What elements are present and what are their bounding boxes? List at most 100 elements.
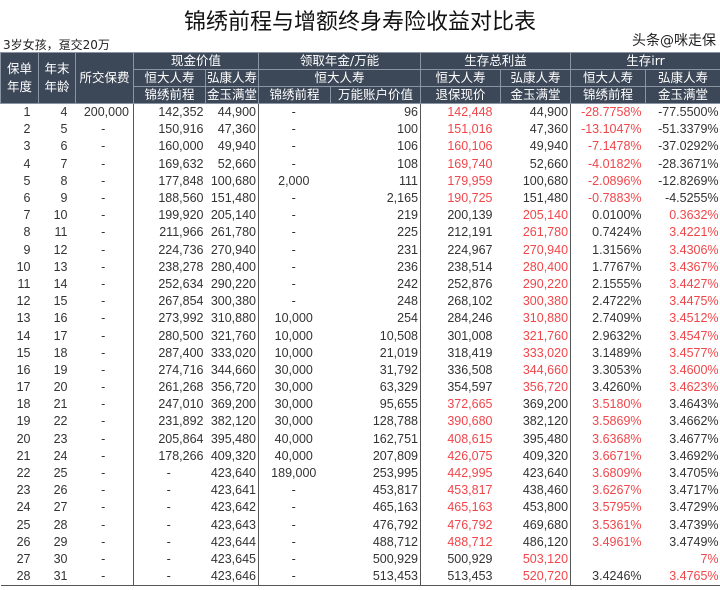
table-row: 28 31- -423,646-513,453 513,453 520,720 3.424… xyxy=(0,568,720,587)
cell-benefit-hengda: 426,075 xyxy=(420,447,501,465)
cell-annuity: 30,000 xyxy=(258,413,331,431)
cell-cash-hengda: - xyxy=(133,550,206,569)
cell-policy-year: 25 xyxy=(16,517,31,532)
cell-cash-hongkang: 356,720 xyxy=(210,380,257,395)
table-row: 25 28- -423,643-476,792 476,792 469,680 3.536… xyxy=(1,516,720,534)
cell-policy-year: 10 xyxy=(16,259,31,274)
cell-irr-hongkang: 3.4692% xyxy=(669,448,719,463)
cell-benefit-hengda: 200,139 xyxy=(420,207,501,225)
cell-irr-hongkang: 7% xyxy=(700,551,719,566)
cell-benefit-hengda: 179,959 xyxy=(420,172,501,190)
cell-wanneng-value: 476,792 xyxy=(372,517,419,532)
header-wanneng: 万能账户价值 xyxy=(330,86,422,104)
header-age: 年末年龄 xyxy=(38,52,76,104)
cell-benefit-hengda: 169,740 xyxy=(420,155,501,173)
cell-wanneng-value: 236 xyxy=(397,259,419,274)
cell-irr-hongkang: 3.4306% xyxy=(669,242,719,257)
cell-age: 16 xyxy=(53,311,68,326)
cell-age: 13 xyxy=(53,259,68,274)
cell-age: 11 xyxy=(54,225,68,240)
cell-cash-hongkang: 261,780 xyxy=(210,225,257,240)
cell-benefit-hongkang: 438,460 xyxy=(522,483,569,498)
cell-age: 30 xyxy=(53,551,68,566)
table-row: 4 7-169,632 52,660-108 169,740 52,660 -4.0182… xyxy=(1,155,720,173)
cell-policy-year: 9 xyxy=(23,242,31,257)
cell-age: 18 xyxy=(53,345,68,360)
table-row: 13 16-273,992 310,880 10,000 254 284,246 310,8… xyxy=(1,310,720,328)
cell-cash-hongkang: 100,680 xyxy=(210,173,257,188)
cell-premium: - xyxy=(101,448,106,463)
cell-annuity: 10,000 xyxy=(258,344,331,362)
cell-wanneng-value: 95,655 xyxy=(379,397,419,412)
cell-cash-hengda: 224,736 xyxy=(133,241,206,259)
cell-benefit-hongkang: 270,940 xyxy=(522,242,569,257)
header-jinxiu: 锦绣前程 xyxy=(258,86,332,104)
cell-benefit-hongkang: 486,120 xyxy=(522,534,569,549)
cell-benefit-hongkang: 369,200 xyxy=(522,397,569,412)
cell-annuity: - xyxy=(258,482,331,500)
cell-wanneng-value: 513,453 xyxy=(330,568,421,587)
cell-premium: - xyxy=(75,568,134,587)
cell-cash-hengda: 211,966 xyxy=(133,224,206,242)
cell-cash-hongkang: 151,480 xyxy=(210,191,257,206)
cell-premium: - xyxy=(101,362,106,377)
cell-policy-year: 7 xyxy=(23,208,31,223)
cell-policy-year: 6 xyxy=(23,191,31,206)
cell-irr-hongkang: 3.4623% xyxy=(669,380,719,395)
table-row: 12 15-267,854 300,380-248 268,102 300,380 2.4… xyxy=(1,293,720,311)
cell-benefit-hongkang: 409,320 xyxy=(522,448,569,463)
cell-cash-hongkang: 205,140 xyxy=(210,208,257,223)
cell-wanneng-value: 465,163 xyxy=(372,500,419,515)
cell-cash-hongkang: 49,940 xyxy=(217,139,257,154)
cell-benefit-hongkang: 321,760 xyxy=(522,328,569,343)
cell-irr-hengda xyxy=(570,550,646,569)
cell-cash-hengda: 252,634 xyxy=(133,275,206,294)
header-jinxiu: 锦绣前程 xyxy=(570,86,647,104)
cell-benefit-hongkang: 261,780 xyxy=(522,225,569,240)
cell-annuity: - xyxy=(258,241,331,259)
cell-benefit-hongkang: 453,800 xyxy=(522,500,569,515)
cell-annuity: 30,000 xyxy=(258,396,331,414)
cell-irr-hongkang: -37.0292% xyxy=(658,139,719,154)
cell-benefit-hengda: 190,725 xyxy=(420,189,501,208)
cell-irr-hongkang: 3.4547% xyxy=(669,328,719,343)
cell-annuity: - xyxy=(258,550,331,569)
cell-cash-hengda: 205,864 xyxy=(133,430,206,448)
cell-benefit-hongkang: 280,400 xyxy=(522,259,569,274)
cell-policy-year: 16 xyxy=(16,362,31,377)
cell-annuity: - xyxy=(258,568,331,587)
cell-policy-year: 28 xyxy=(0,568,39,587)
table-row: 24 27- -423,642-465,163 465,163 453,800 3.579… xyxy=(1,499,720,517)
cell-premium: - xyxy=(101,259,106,274)
cell-premium: - xyxy=(101,156,106,171)
cell-annuity: - xyxy=(258,224,331,242)
cell-irr-hengda: 3.6809% xyxy=(570,464,646,483)
cell-irr-hengda: 3.3053% xyxy=(570,361,646,379)
cell-cash-hengda: 287,400 xyxy=(133,344,206,362)
cell-benefit-hongkang: 151,480 xyxy=(522,191,569,206)
cell-policy-year: 20 xyxy=(16,431,31,446)
cell-premium: - xyxy=(101,500,106,515)
cell-policy-year: 11 xyxy=(17,276,31,291)
cell-cash-hengda: 160,000 xyxy=(133,138,206,156)
cell-irr-hongkang: -4.5255% xyxy=(665,191,719,206)
cell-benefit-hengda: 513,453 xyxy=(420,568,501,587)
header-surrender: 退保现价 xyxy=(420,86,502,104)
cell-cash-hengda: - xyxy=(133,464,206,483)
cell-benefit-hongkang: 205,140 xyxy=(522,208,569,223)
cell-benefit-hengda: 151,016 xyxy=(420,121,501,139)
cell-irr-hongkang: 3.4475% xyxy=(669,294,719,309)
cell-irr-hongkang: 3.4739% xyxy=(669,517,719,532)
cell-irr-hongkang: 3.4749% xyxy=(669,534,719,549)
table-row: 17 20-261,268 356,720 30,000 63,329 354,597 35… xyxy=(1,379,720,397)
cell-cash-hengda: - xyxy=(133,516,206,534)
cell-cash-hongkang: 270,940 xyxy=(210,242,257,257)
cell-irr-hengda: 2.1555% xyxy=(570,275,646,294)
table-row: 7 10-199,920 205,140-219 200,139 205,140 0.01… xyxy=(1,207,720,225)
cell-benefit-hengda: 390,680 xyxy=(420,413,501,431)
cell-wanneng-value: 231 xyxy=(397,242,419,257)
cell-wanneng-value: 162,751 xyxy=(372,431,419,446)
cell-premium: - xyxy=(101,276,106,291)
cell-premium: - xyxy=(101,380,106,395)
cell-premium: - xyxy=(101,208,106,223)
